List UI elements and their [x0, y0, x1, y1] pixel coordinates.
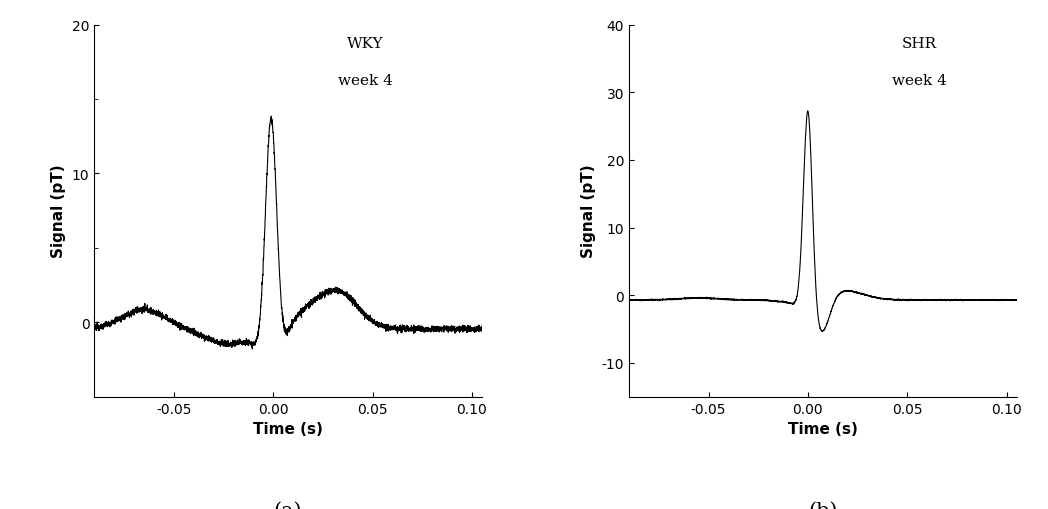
Text: SHR: SHR — [902, 37, 937, 50]
Text: (a): (a) — [274, 501, 303, 509]
Y-axis label: Signal (pT): Signal (pT) — [51, 164, 66, 258]
Text: (b): (b) — [808, 501, 837, 509]
Text: WKY: WKY — [347, 37, 384, 50]
X-axis label: Time (s): Time (s) — [254, 421, 323, 436]
X-axis label: Time (s): Time (s) — [788, 421, 857, 436]
Y-axis label: Signal (pT): Signal (pT) — [582, 164, 596, 258]
Text: week 4: week 4 — [339, 74, 393, 88]
Text: week 4: week 4 — [892, 74, 947, 88]
